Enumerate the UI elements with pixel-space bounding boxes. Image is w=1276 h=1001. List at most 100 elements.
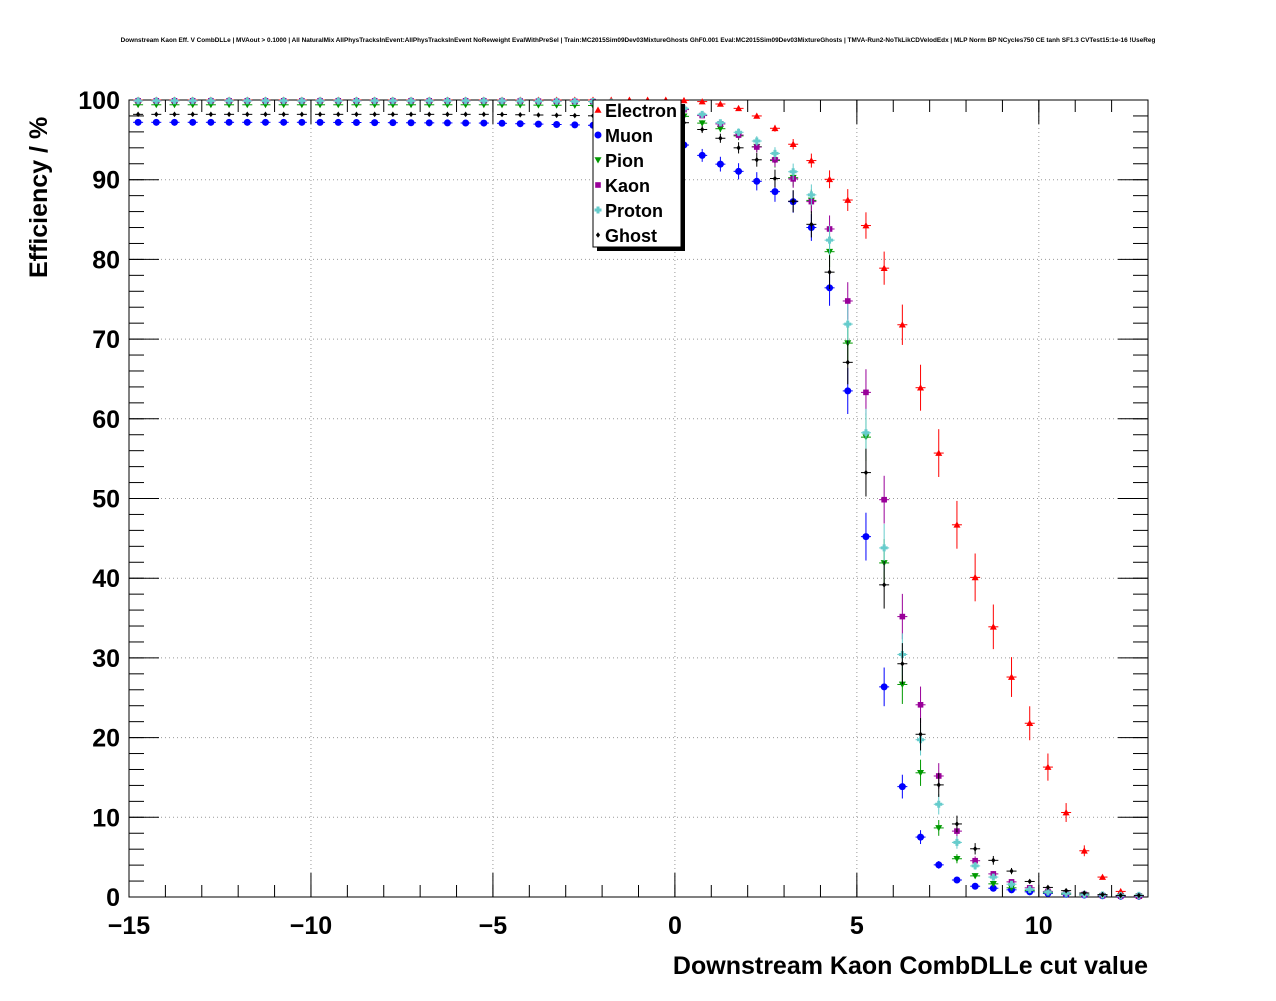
data-point: [134, 118, 142, 126]
data-point: [463, 111, 468, 118]
y-axis-title: Efficiency / %: [25, 117, 53, 278]
data-point: [170, 97, 178, 105]
data-point: [281, 111, 286, 118]
y-tick-label: 0: [106, 884, 120, 912]
data-point: [935, 825, 943, 832]
data-point: [334, 97, 342, 105]
data-point: [935, 861, 943, 869]
y-tick-label: 10: [92, 804, 120, 832]
data-point: [1009, 868, 1014, 874]
data-point: [863, 469, 869, 476]
data-point: [862, 533, 870, 541]
data-point: [518, 111, 523, 118]
data-point: [898, 681, 906, 688]
data-point: [1117, 887, 1125, 895]
data-point: [935, 449, 943, 456]
data-point: [316, 97, 324, 105]
data-point: [1044, 888, 1052, 896]
data-point: [844, 298, 851, 304]
data-point: [971, 882, 979, 890]
data-point: [771, 188, 779, 196]
data-point: [134, 97, 142, 105]
data-point: [971, 873, 979, 880]
data-point: [807, 191, 815, 199]
legend-marker: [594, 157, 602, 164]
data-point: [791, 198, 796, 205]
data-point: [443, 119, 451, 127]
data-point: [1008, 880, 1016, 888]
data-point: [918, 731, 923, 738]
data-point: [572, 112, 577, 119]
data-point: [880, 264, 888, 271]
x-tick-label: −15: [108, 912, 151, 940]
data-point: [753, 177, 761, 185]
data-point: [953, 838, 961, 846]
data-point: [207, 118, 215, 126]
y-tick-label: 20: [92, 725, 120, 753]
legend-box: [592, 99, 682, 248]
data-point: [716, 160, 724, 168]
data-point: [1008, 673, 1016, 680]
data-point: [844, 320, 852, 328]
data-point: [425, 97, 433, 105]
data-point: [225, 97, 233, 105]
data-point: [898, 783, 906, 791]
x-tick-label: 10: [1025, 912, 1053, 940]
data-point: [917, 770, 925, 777]
data-point: [989, 623, 997, 630]
data-point: [516, 120, 524, 128]
legend-entries: Electron Muon Pion Kaon Proton Ghost: [594, 101, 677, 246]
data-point: [263, 111, 268, 118]
legend-entry-pion: Pion: [594, 151, 644, 171]
y-tick-label: 100: [78, 87, 120, 115]
data-point: [170, 118, 178, 126]
legend-label: Proton: [605, 201, 663, 221]
data-point: [772, 175, 778, 182]
data-point: [754, 156, 759, 163]
data-point: [352, 119, 360, 127]
legend-marker: [595, 182, 601, 188]
legend-entry-muon: Muon: [594, 126, 653, 146]
data-point: [789, 168, 797, 176]
data-point: [498, 97, 506, 105]
data-point: [716, 119, 724, 127]
data-point: [536, 112, 541, 118]
y-tick-label: 60: [92, 406, 120, 434]
data-point: [735, 104, 743, 112]
data-point: [880, 544, 888, 552]
data-point: [245, 111, 250, 118]
data-point: [1026, 719, 1034, 727]
data-point: [261, 118, 269, 126]
data-point: [953, 521, 961, 528]
data-point: [571, 97, 579, 105]
data-point: [698, 110, 706, 118]
y-tick-label: 70: [92, 326, 120, 354]
data-point: [735, 167, 743, 175]
data-point: [154, 111, 159, 118]
data-point: [1080, 847, 1088, 854]
data-point: [735, 128, 743, 136]
data-point: [917, 701, 924, 708]
data-point: [207, 97, 215, 105]
legend-label: Ghost: [605, 226, 657, 246]
data-point: [953, 855, 961, 863]
data-point: [989, 873, 997, 881]
data-point: [172, 111, 177, 118]
y-tick-labels: 0 10 20 30 40 50 60 70 80 90 100: [78, 87, 120, 912]
data-point: [989, 881, 997, 888]
data-point: [1027, 878, 1032, 885]
data-point: [698, 120, 706, 127]
data-point: [390, 111, 395, 118]
data-point: [1136, 892, 1142, 899]
data-point: [554, 112, 559, 119]
data-point: [553, 97, 561, 105]
data-point: [809, 221, 814, 228]
data-point: [1082, 890, 1087, 896]
data-point: [700, 126, 705, 133]
data-point: [571, 121, 579, 129]
data-point: [427, 111, 432, 118]
legend-entry-electron: Electron: [594, 101, 677, 121]
legend-label: Electron: [605, 101, 677, 121]
data-point: [443, 97, 451, 105]
